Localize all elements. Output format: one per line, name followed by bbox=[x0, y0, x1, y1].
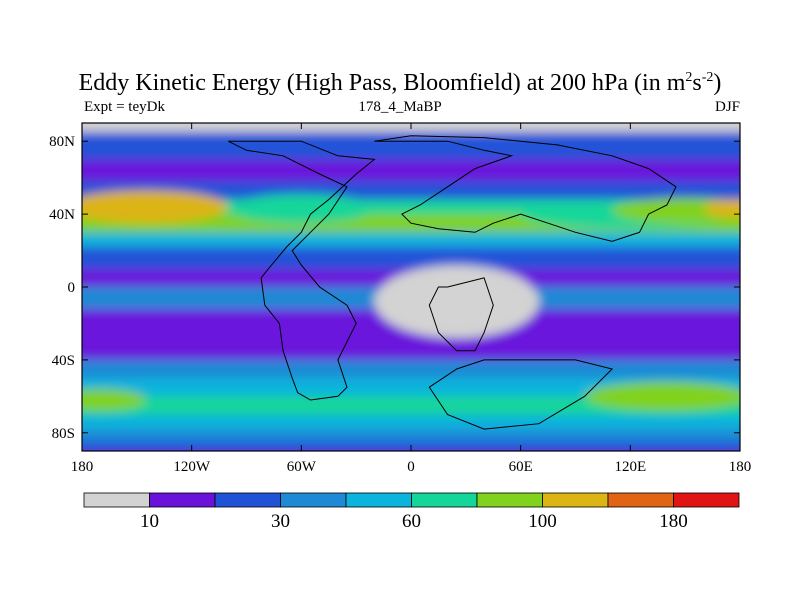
y-tick-label: 0 bbox=[68, 280, 76, 296]
colorbar-box bbox=[214, 492, 281, 508]
colorbar-label: 100 bbox=[528, 511, 557, 532]
colorbar-label: 180 bbox=[659, 511, 688, 532]
colorbar-box bbox=[280, 492, 347, 508]
x-tick-label: 180 bbox=[71, 459, 94, 475]
sh-storm-track-west bbox=[82, 389, 146, 411]
colorbar-box bbox=[673, 492, 740, 508]
contour-band bbox=[82, 181, 740, 201]
contour-band bbox=[82, 414, 740, 431]
nh-storm-track-east-peak bbox=[703, 199, 740, 218]
coastline bbox=[374, 135, 677, 242]
colorbar: 10 30 60 100 180 bbox=[83, 492, 740, 532]
subtitle-right: DJF bbox=[714, 99, 740, 115]
coastline bbox=[428, 359, 614, 430]
x-tick-label: 60W bbox=[287, 459, 317, 475]
land-outlines bbox=[227, 135, 677, 430]
y-tick-label: 40S bbox=[52, 353, 75, 369]
contour-band bbox=[82, 378, 740, 398]
colorbar-box bbox=[476, 492, 543, 508]
y-tick-label: 40N bbox=[49, 207, 75, 223]
contour-band bbox=[82, 132, 740, 161]
nh-storm-track-pacific bbox=[82, 190, 229, 224]
contour-band bbox=[82, 396, 740, 416]
colorbar-label: 60 bbox=[402, 511, 421, 532]
contour-band bbox=[82, 246, 740, 270]
subtitle-center: 178_4_MaBP bbox=[358, 99, 442, 115]
tropical-min-region bbox=[374, 265, 539, 339]
coastline bbox=[227, 140, 376, 401]
subtitle-left: Expt = teyDk bbox=[84, 99, 165, 115]
colorbar-box bbox=[411, 492, 478, 508]
x-tick-label: 120W bbox=[173, 459, 211, 475]
coastline bbox=[428, 277, 494, 352]
colorbar-box bbox=[542, 492, 609, 508]
contour-field bbox=[82, 123, 740, 451]
x-tick-label: 0 bbox=[407, 459, 415, 475]
contour-band bbox=[82, 429, 740, 443]
x-tick-label: 60E bbox=[509, 459, 533, 475]
x-tick-label: 120E bbox=[614, 459, 646, 475]
contour-band bbox=[82, 232, 740, 248]
y-tick-label: 80N bbox=[49, 134, 75, 150]
contour-band bbox=[82, 159, 740, 183]
axes: 180 120W 60W 0 60E 120E 180 80N 40N 0 40S 80S bbox=[49, 123, 751, 475]
nh-storm-track-atlantic bbox=[228, 194, 375, 224]
sh-storm-track-east bbox=[584, 381, 740, 411]
contour-bands bbox=[82, 123, 740, 451]
contour-band bbox=[82, 359, 740, 380]
x-tick-label: 180 bbox=[729, 459, 752, 475]
y-tick-label: 80S bbox=[52, 426, 75, 442]
colorbar-box bbox=[345, 492, 412, 508]
colorbar-box bbox=[149, 492, 216, 508]
contour-band bbox=[82, 341, 740, 361]
colorbar-box bbox=[607, 492, 674, 508]
colorbar-label: 10 bbox=[140, 511, 159, 532]
colorbar-label: 30 bbox=[271, 511, 290, 532]
chart-title: Eddy Kinetic Energy (High Pass, Bloomfie… bbox=[78, 70, 722, 96]
colorbar-box bbox=[83, 492, 150, 508]
